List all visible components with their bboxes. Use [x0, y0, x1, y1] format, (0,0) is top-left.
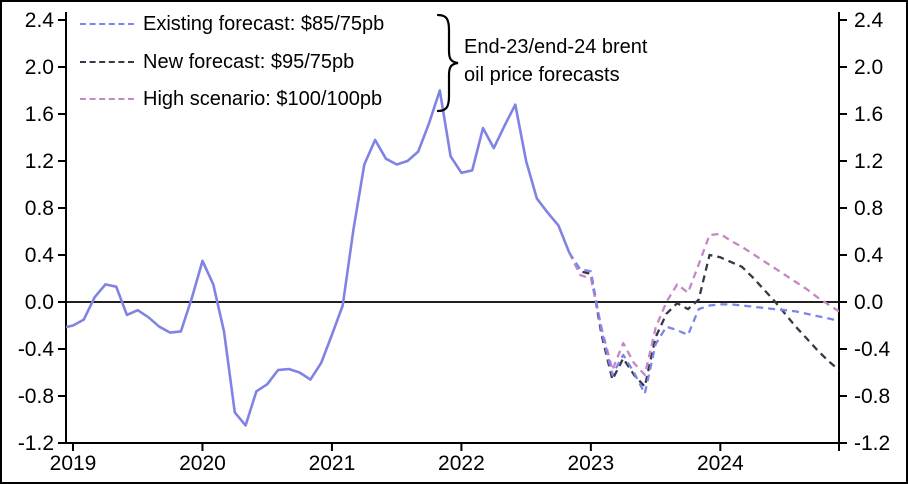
- curly-brace-icon: [436, 13, 459, 113]
- y-tick-label-left: -0.8: [18, 385, 54, 408]
- y-tick-label-left: 1.6: [25, 103, 54, 126]
- dashed-line-swatch-icon: [80, 23, 134, 25]
- y-tick-label-right: 0.4: [854, 244, 884, 267]
- y-tick-label-right: -0.4: [854, 338, 891, 361]
- legend-item-high-scenario: High scenario: $100/100pb: [80, 88, 382, 110]
- y-tick-label-right: 0.8: [854, 197, 883, 220]
- legend-label: New forecast: $95/75pb: [143, 50, 355, 73]
- y-tick-label-right: 2.4: [854, 9, 884, 32]
- x-tick-label: 2020: [179, 452, 226, 475]
- dashed-line-swatch-icon: [80, 98, 134, 100]
- y-tick-label-right: 2.0: [854, 56, 883, 79]
- legend-item-existing-forecast: Existing forecast: $85/75pb: [80, 13, 384, 35]
- y-tick-label-left: -0.4: [18, 338, 55, 361]
- x-tick-label: 2022: [438, 452, 485, 475]
- y-tick-label-left: 2.4: [25, 9, 55, 32]
- x-tick-label: 2019: [50, 452, 97, 475]
- x-tick-label: 2024: [697, 452, 744, 475]
- y-tick-label-left: 0.4: [25, 244, 55, 267]
- y-tick-label-left: 0.0: [25, 291, 54, 314]
- annotation-line-1: End-23/end-24 brent: [464, 36, 648, 58]
- legend-label: Existing forecast: $85/75pb: [143, 12, 385, 35]
- series-history-line: [66, 89, 571, 427]
- y-tick-label-left: -1.2: [18, 432, 54, 455]
- y-tick-label-right: -1.2: [854, 432, 890, 455]
- series-new-forecast-line: [568, 252, 839, 388]
- y-tick-label-right: 1.6: [854, 103, 883, 126]
- series-high-scenario-line: [568, 232, 839, 377]
- x-tick-label: 2021: [309, 452, 356, 475]
- y-tick-label-right: 0.0: [854, 291, 883, 314]
- y-tick-label-right: -0.8: [854, 385, 890, 408]
- dashed-line-swatch-icon: [80, 61, 134, 63]
- y-tick-label-left: 0.8: [25, 197, 54, 220]
- legend-item-new-forecast: New forecast: $95/75pb: [80, 51, 354, 73]
- y-tick-label-left: 2.0: [25, 56, 54, 79]
- legend-label: High scenario: $100/100pb: [143, 87, 383, 110]
- annotation-forecast-note: End-23/end-24 brent oil price forecasts: [464, 33, 647, 89]
- x-tick-label: 2023: [567, 452, 614, 475]
- y-tick-label-left: 1.2: [25, 150, 54, 173]
- annotation-line-2: oil price forecasts: [464, 64, 620, 86]
- series-existing-forecast-line: [568, 252, 839, 395]
- y-tick-label-right: 1.2: [854, 150, 883, 173]
